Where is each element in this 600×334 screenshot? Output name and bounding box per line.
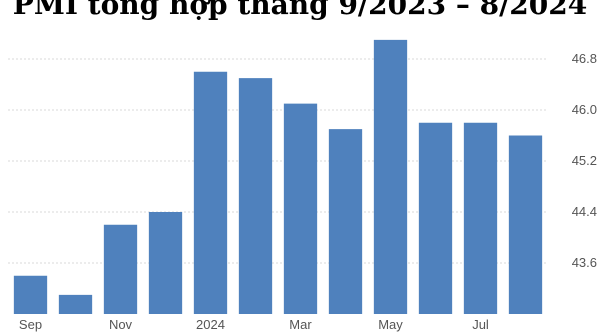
- x-tick-label: Nov: [109, 317, 133, 332]
- bar-2024-03: [283, 103, 318, 314]
- chart-title: PMI tổng hợp tháng 9/2023 – 8/2024: [13, 0, 587, 21]
- bar-2024-05: [373, 39, 408, 314]
- y-tick-label: 46.0: [572, 102, 597, 117]
- bar-2024-06: [418, 122, 453, 314]
- y-axis-ticks: 43.6 44.4 45.2 46.0 46.8: [572, 51, 597, 270]
- bar-2023-11: [103, 224, 138, 314]
- bar-2024-07: [463, 122, 498, 314]
- bars: [13, 39, 543, 314]
- y-tick-label: 43.6: [572, 255, 597, 270]
- bar-2024-08: [508, 135, 543, 314]
- bar-2024-01: [193, 71, 228, 314]
- bar-2023-12: [148, 212, 183, 314]
- bar-2023-09: [13, 275, 48, 314]
- bar-2024-04: [328, 129, 363, 314]
- bar-2024-02: [238, 78, 273, 314]
- y-tick-label: 44.4: [572, 204, 597, 219]
- x-tick-label: May: [378, 317, 403, 332]
- x-tick-label: Sep: [19, 317, 42, 332]
- x-tick-label: Jul: [472, 317, 489, 332]
- x-axis-ticks: Sep Nov 2024 Mar May Jul: [19, 317, 489, 332]
- gridlines: [8, 58, 548, 264]
- bar-2023-10: [58, 294, 93, 314]
- y-tick-label: 45.2: [572, 153, 597, 168]
- x-tick-label: Mar: [289, 317, 312, 332]
- y-tick-label: 46.8: [572, 51, 597, 66]
- x-tick-label: 2024: [196, 317, 225, 332]
